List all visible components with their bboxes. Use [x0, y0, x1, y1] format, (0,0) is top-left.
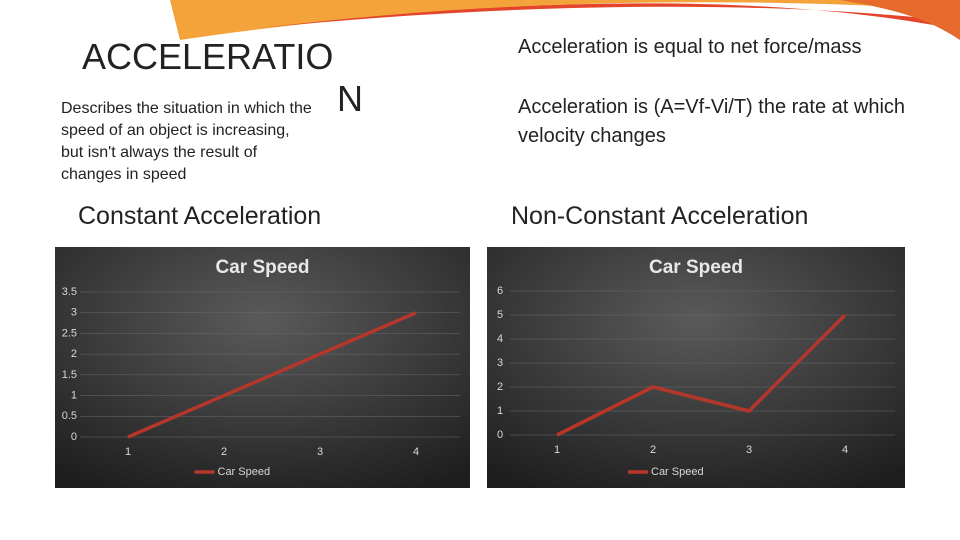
chart-title: Car Speed	[649, 257, 743, 278]
y-tick-label: 0.5	[62, 410, 77, 422]
x-tick-label: 2	[650, 444, 656, 456]
y-tick-label: 3	[497, 357, 503, 369]
x-tick-label: 3	[746, 444, 752, 456]
x-tick-label: 1	[554, 444, 560, 456]
heading: Constant Acceleration	[78, 202, 322, 230]
line-series	[127, 311, 417, 439]
chart-title: Car Speed	[216, 257, 310, 278]
description: Describes the situation in which the spe…	[61, 100, 312, 183]
bullet: Acceleration is (A=Vf-Vi/T) the rate at …	[518, 96, 906, 147]
x-tick-label: 4	[413, 446, 419, 458]
decor	[840, 0, 960, 40]
heading: Non-Constant Acceleration	[511, 202, 809, 230]
y-tick-label: 3.5	[62, 286, 77, 298]
y-tick-label: 4	[497, 333, 503, 345]
x-tick-label: 3	[317, 446, 323, 458]
y-tick-label: 2	[71, 348, 77, 360]
y-tick-label: 3	[71, 307, 77, 319]
x-tick-label: 4	[842, 444, 848, 456]
x-tick-label: 2	[221, 446, 227, 458]
legend-label: Car Speed	[651, 466, 704, 478]
line-series	[556, 313, 847, 437]
y-tick-label: 2.5	[62, 327, 77, 339]
y-tick-label: 0	[497, 429, 503, 441]
y-tick-label: 0	[71, 431, 77, 443]
y-tick-label: 5	[497, 309, 503, 321]
y-tick-label: 1.5	[62, 369, 77, 381]
y-tick-label: 2	[497, 381, 503, 393]
title: ACCELERATIO	[82, 36, 334, 77]
legend-label: Car Speed	[218, 466, 271, 478]
bullet: Acceleration is equal to net force/mass	[518, 36, 862, 58]
decor	[170, 0, 960, 40]
y-tick-label: 1	[497, 405, 503, 417]
y-tick-label: 1	[71, 389, 77, 401]
y-tick-label: 6	[497, 285, 503, 297]
chart-background	[487, 247, 905, 488]
chart-background	[55, 247, 470, 488]
title: N	[337, 78, 363, 119]
x-tick-label: 1	[125, 446, 131, 458]
